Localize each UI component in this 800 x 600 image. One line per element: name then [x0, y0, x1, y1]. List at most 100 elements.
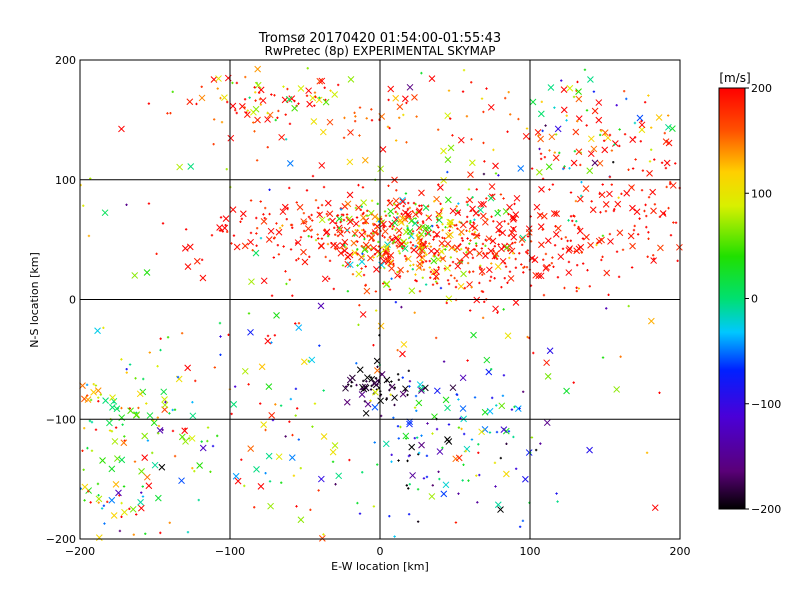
data-point — [361, 252, 364, 256]
data-point — [613, 143, 616, 146]
data-point — [638, 217, 641, 220]
data-point — [390, 380, 393, 383]
data-point — [640, 189, 644, 192]
data-point — [161, 428, 164, 432]
data-point — [445, 245, 449, 248]
x-tick-label: −200 — [65, 545, 95, 558]
data-point — [448, 229, 451, 232]
data-point — [334, 247, 337, 251]
data-point — [120, 439, 128, 447]
data-point — [331, 460, 335, 463]
data-point — [587, 76, 594, 83]
data-point — [160, 388, 168, 396]
data-point — [496, 220, 503, 228]
data-point — [429, 276, 432, 279]
data-point — [320, 237, 324, 240]
data-point — [473, 232, 481, 240]
data-point — [365, 117, 368, 120]
data-point — [572, 95, 576, 99]
y-axis-label: N-S location [km] — [28, 252, 41, 348]
data-point — [356, 501, 359, 505]
data-point — [225, 167, 228, 171]
data-point — [143, 473, 151, 481]
data-point — [279, 208, 287, 216]
data-point — [568, 167, 571, 170]
data-point — [507, 249, 510, 252]
data-point — [467, 479, 470, 482]
data-point — [454, 209, 462, 216]
data-point — [480, 97, 484, 100]
data-point — [601, 146, 609, 154]
data-point — [451, 260, 455, 264]
data-point — [272, 256, 276, 259]
data-point — [630, 266, 634, 269]
data-point — [461, 239, 464, 242]
data-point — [297, 85, 305, 92]
data-point — [280, 481, 283, 484]
data-point — [327, 218, 331, 221]
data-point — [621, 248, 625, 251]
data-point — [577, 287, 581, 290]
data-point — [371, 403, 379, 411]
data-point — [258, 98, 262, 101]
data-point — [137, 504, 145, 512]
data-point — [367, 254, 374, 262]
data-point — [353, 234, 356, 237]
data-point — [448, 264, 452, 267]
data-point — [598, 133, 602, 137]
data-point — [305, 189, 309, 192]
data-point — [518, 525, 522, 528]
data-point — [470, 438, 474, 441]
data-point — [110, 430, 114, 433]
data-point — [358, 231, 366, 239]
data-point — [193, 257, 201, 265]
data-point — [332, 287, 336, 291]
data-point — [444, 156, 452, 163]
data-point — [362, 255, 365, 258]
data-point — [400, 242, 404, 245]
data-point — [180, 332, 184, 335]
data-point — [428, 259, 431, 263]
data-point — [264, 206, 267, 210]
data-point — [444, 240, 452, 248]
data-point — [90, 388, 97, 396]
data-point — [184, 364, 192, 372]
data-point — [453, 224, 456, 227]
data-point — [539, 442, 542, 445]
data-point — [630, 185, 634, 189]
data-point — [446, 279, 450, 282]
data-point — [348, 458, 351, 462]
data-point — [347, 75, 355, 83]
data-point — [114, 426, 118, 429]
data-point — [518, 407, 521, 410]
data-point — [638, 126, 646, 134]
data-point — [241, 367, 249, 375]
data-point — [407, 369, 411, 373]
data-point — [302, 222, 305, 225]
data-point — [664, 166, 668, 170]
data-point — [146, 412, 154, 419]
data-point — [295, 505, 298, 508]
data-point — [407, 454, 411, 458]
data-point — [455, 250, 458, 253]
data-point — [239, 210, 247, 218]
data-point — [544, 237, 552, 245]
data-point — [121, 423, 124, 426]
data-point — [413, 436, 416, 440]
data-point — [260, 218, 268, 225]
data-point — [482, 110, 485, 114]
data-point — [382, 253, 385, 257]
data-point — [243, 98, 247, 101]
data-point — [370, 244, 378, 252]
data-point — [388, 265, 396, 272]
data-point — [526, 335, 529, 339]
data-point — [206, 439, 209, 443]
data-point — [615, 250, 619, 253]
data-point — [543, 155, 547, 159]
data-point — [464, 449, 467, 453]
data-point — [414, 394, 418, 398]
data-point — [89, 501, 92, 504]
data-point — [537, 110, 545, 118]
data-point — [543, 359, 550, 367]
data-point — [255, 232, 258, 235]
